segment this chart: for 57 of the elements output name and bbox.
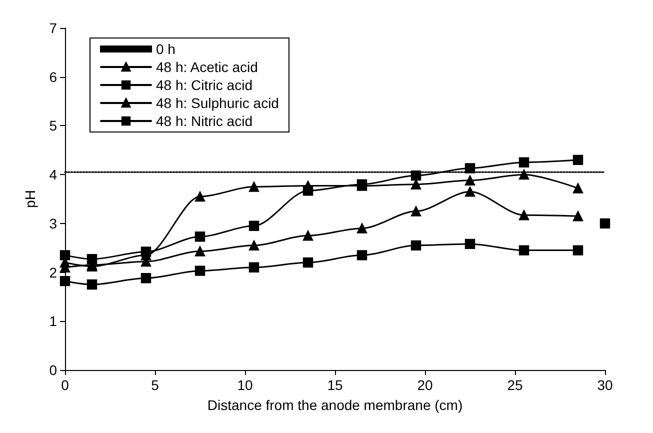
y-axis-title: pH bbox=[22, 190, 38, 208]
legend-label: 48 h: Acetic acid bbox=[156, 59, 258, 75]
point bbox=[194, 266, 206, 276]
legend-label: 48 h: Sulphuric acid bbox=[156, 95, 279, 111]
point bbox=[60, 276, 70, 286]
legend-label: 0 h bbox=[156, 41, 176, 57]
point bbox=[464, 186, 476, 197]
point bbox=[140, 273, 152, 284]
point bbox=[248, 240, 260, 251]
x-tick-label: 5 bbox=[151, 377, 160, 393]
x-tick-label: 25 bbox=[507, 377, 523, 393]
x-tick-label: 30 bbox=[597, 377, 613, 393]
point bbox=[464, 175, 476, 186]
point bbox=[248, 182, 260, 192]
point bbox=[356, 250, 368, 260]
point bbox=[572, 154, 584, 166]
y-tick-label: 0 bbox=[49, 362, 58, 378]
point bbox=[410, 170, 422, 181]
point bbox=[464, 163, 476, 174]
point bbox=[86, 279, 98, 290]
point bbox=[572, 183, 584, 194]
point bbox=[572, 245, 584, 256]
point bbox=[194, 246, 206, 256]
x-tick-label: 20 bbox=[417, 377, 433, 393]
legend-label: 48 h: Nitric acid bbox=[156, 113, 252, 129]
point bbox=[194, 191, 206, 202]
point bbox=[572, 211, 584, 222]
x-tick-label: 15 bbox=[327, 377, 343, 393]
point bbox=[518, 210, 530, 220]
y-tick-label: 7 bbox=[49, 20, 58, 36]
point bbox=[410, 206, 422, 216]
x-tick-label: 10 bbox=[237, 377, 253, 393]
point bbox=[518, 157, 530, 168]
y-tick-label: 2 bbox=[49, 264, 58, 280]
x-tick-label: 0 bbox=[61, 377, 70, 393]
point bbox=[248, 220, 260, 231]
y-tick-label: 5 bbox=[49, 118, 58, 134]
point bbox=[518, 245, 530, 256]
y-tick-label: 4 bbox=[49, 166, 58, 183]
point bbox=[302, 186, 314, 196]
point bbox=[302, 257, 314, 268]
y-tick-label: 3 bbox=[49, 215, 58, 232]
point bbox=[356, 223, 368, 234]
point bbox=[140, 246, 152, 257]
point bbox=[194, 232, 206, 242]
point bbox=[302, 230, 314, 241]
legend-label: 48 h: Citric acid bbox=[156, 77, 252, 93]
point bbox=[518, 169, 530, 180]
y-tick-label: 6 bbox=[49, 68, 58, 85]
point bbox=[248, 262, 260, 272]
point bbox=[410, 179, 422, 190]
point bbox=[410, 240, 422, 251]
point bbox=[464, 238, 476, 250]
point bbox=[60, 250, 70, 260]
x-axis-title: Distance from the anode membrane (cm) bbox=[207, 397, 463, 413]
y-tick-label: 1 bbox=[49, 313, 58, 330]
point bbox=[600, 218, 610, 229]
